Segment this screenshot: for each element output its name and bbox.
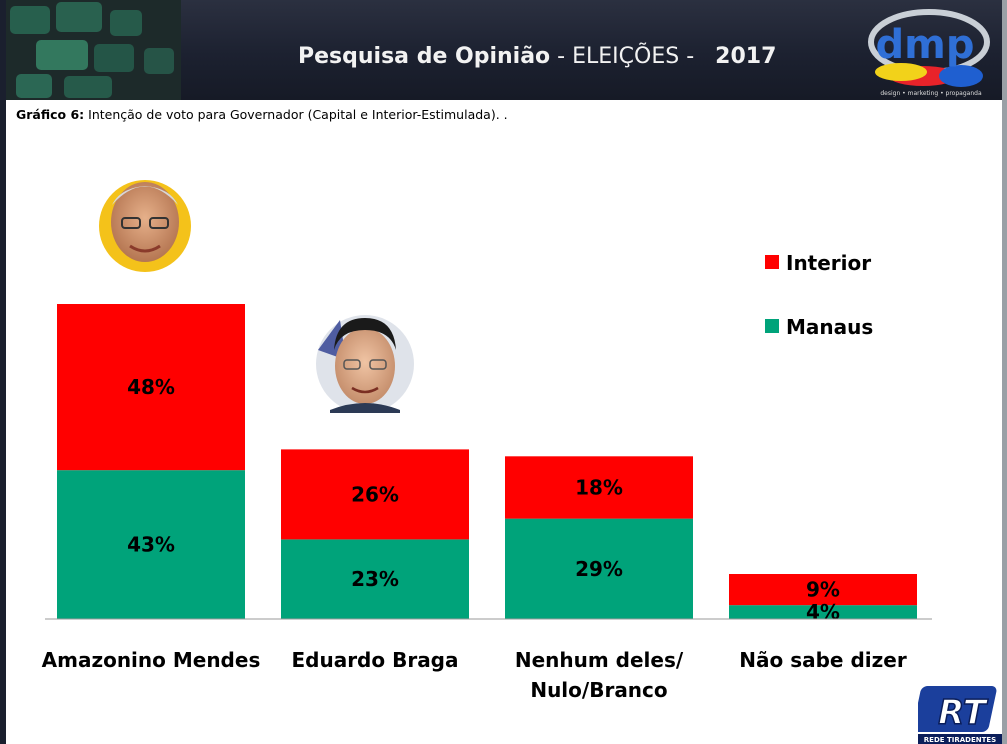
bar-manaus-amazonino-mendes [57,470,245,619]
header-title: Pesquisa de Opinião - ELEIÇÕES - 2017 [298,44,776,69]
amazonino-photo [99,180,191,272]
dmp-logo-text: dmp [876,22,975,68]
legend-label-manaus: Manaus [786,315,873,339]
bar-interior-nenhum-deles-nulo-branco [505,456,693,519]
bars-group [57,304,917,619]
frame-left-border [0,0,6,744]
eduardo-braga-photo [316,315,414,413]
header-decoration [6,0,181,100]
legend-swatch-interior [765,255,779,269]
dmp-logo: dmp design • marketing • propaganda [868,9,990,97]
data-label-interior-nao-sabe-dizer: 9% [806,578,840,602]
data-label-manaus-nenhum-deles-nulo-branco: 29% [575,557,623,581]
category-label-nenhum-deles-nulo-branco-line2: Nulo/Branco [530,678,667,702]
bar-manaus-eduardo-braga [281,539,469,619]
bar-manaus-nenhum-deles-nulo-branco [505,518,693,619]
chart-caption: Gráfico 6: Intenção de voto para Governa… [16,107,508,122]
data-label-manaus-eduardo-braga: 23% [351,567,399,591]
bar-labels-group: 43% 48% 23% 26% 29% 18% 4%9% [127,375,840,624]
data-label-manaus-nao-sabe-dizer: 4% [806,600,840,624]
bar-interior-eduardo-braga [281,449,469,540]
header-year: 2017 [715,44,777,69]
header-title-main: Pesquisa de Opinião [298,44,551,69]
rt-logo-caption: REDE TIRADENTES [924,736,996,744]
frame-right-border [1002,0,1007,744]
bar-interior-nao-sabe-dizer [729,574,917,606]
rede-tiradentes-watermark: RT REDE TIRADENTES [918,686,1002,744]
dmp-logo-tagline: design • marketing • propaganda [880,90,982,97]
chart-caption-text: Intenção de voto para Governador (Capita… [84,107,508,122]
data-label-interior-nenhum-deles-nulo-branco: 18% [575,475,623,499]
category-label-nao-sabe-dizer: Não sabe dizer [739,648,907,672]
category-label-amazonino-mendes: Amazonino Mendes [42,648,261,672]
data-label-interior-eduardo-braga: 26% [351,482,399,506]
data-label-interior-amazonino-mendes: 48% [127,375,175,399]
bar-interior-amazonino-mendes [57,304,245,471]
category-label-nenhum-deles-nulo-branco-line1: Nenhum deles/ [515,648,684,672]
bar-manaus-nao-sabe-dizer [729,605,917,619]
header-banner: Pesquisa de Opinião - ELEIÇÕES - 2017 dm… [6,0,1002,100]
category-label-eduardo-braga: Eduardo Braga [291,648,458,672]
category-labels-group: Amazonino Mendes Eduardo Braga Nenhum dele… [42,648,907,702]
data-label-manaus-amazonino-mendes: 43% [127,533,175,557]
legend: Interior Manaus [765,251,873,339]
chart-caption-prefix: Gráfico 6: [16,107,85,122]
header-title-sub: - ELEIÇÕES - [550,44,702,69]
legend-label-interior: Interior [786,251,871,275]
rt-logo-text: RT [938,693,989,733]
legend-swatch-manaus [765,319,779,333]
